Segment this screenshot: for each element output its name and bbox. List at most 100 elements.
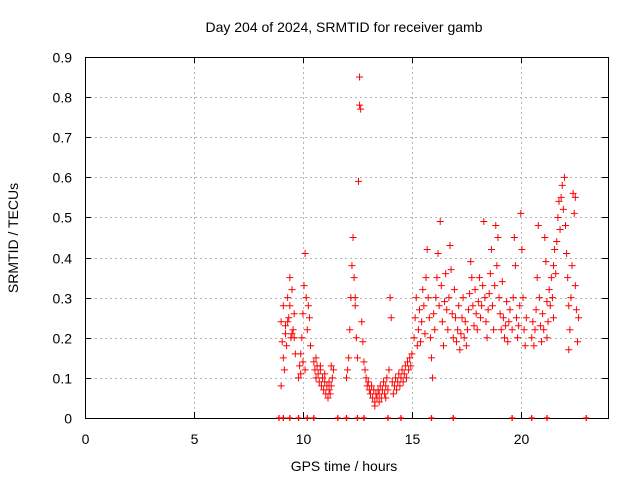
data-point — [499, 314, 507, 322]
data-point — [439, 342, 447, 350]
data-point — [492, 221, 500, 229]
data-point — [416, 306, 424, 314]
data-point — [528, 334, 536, 342]
data-point — [504, 338, 512, 346]
data-point — [515, 322, 523, 330]
data-point — [456, 346, 464, 354]
data-point — [286, 274, 294, 282]
data-point — [481, 294, 489, 302]
data-point — [477, 314, 485, 322]
data-point — [385, 366, 393, 374]
data-point — [325, 378, 333, 386]
data-point — [505, 318, 513, 326]
data-point — [414, 326, 422, 334]
y-tick-label: 0.7 — [53, 130, 73, 146]
data-point — [382, 394, 390, 402]
data-point — [564, 274, 572, 282]
data-point — [546, 302, 554, 310]
y-tick-label: 0 — [64, 411, 72, 427]
zero-marker — [583, 415, 590, 421]
y-tick-label: 0.9 — [53, 50, 73, 66]
data-point — [557, 193, 565, 201]
data-point — [429, 374, 437, 382]
data-point — [298, 334, 306, 342]
data-point — [328, 374, 336, 382]
data-point — [552, 270, 560, 278]
zero-marker — [304, 415, 311, 421]
data-point — [497, 326, 505, 334]
data-point — [325, 386, 333, 394]
data-point — [405, 366, 413, 374]
data-point — [297, 370, 305, 378]
data-point — [540, 326, 548, 334]
x-tick-label: 10 — [296, 431, 312, 447]
data-point — [436, 217, 444, 225]
data-point — [520, 326, 528, 334]
data-point — [536, 322, 544, 330]
data-point — [316, 362, 324, 370]
data-point — [479, 282, 487, 290]
grid — [85, 57, 608, 418]
data-point — [426, 334, 434, 342]
data-point — [541, 234, 549, 241]
data-point — [529, 318, 537, 326]
data-point — [396, 382, 404, 390]
data-point — [402, 374, 410, 382]
data-point — [418, 318, 426, 326]
data-point — [346, 326, 354, 334]
data-point — [510, 234, 518, 241]
data-point — [277, 382, 285, 390]
data-point — [327, 362, 335, 370]
data-point — [478, 302, 486, 310]
data-point — [288, 330, 296, 338]
data-point — [508, 326, 516, 334]
data-point — [484, 306, 492, 314]
data-point — [424, 294, 432, 302]
data-point — [521, 342, 529, 350]
y-tick-label: 0.1 — [53, 371, 73, 387]
data-point — [572, 306, 580, 314]
data-point — [354, 177, 362, 185]
data-point — [486, 270, 494, 278]
data-point — [493, 262, 501, 270]
data-point — [284, 318, 292, 326]
data-point — [288, 286, 296, 294]
data-point — [466, 290, 474, 298]
data-point — [281, 322, 289, 330]
data-point — [530, 342, 538, 350]
data-point — [498, 278, 506, 286]
zero-marker — [295, 415, 302, 421]
data-point — [534, 221, 542, 229]
data-point — [567, 294, 575, 302]
data-point — [518, 246, 526, 254]
x-axis-title: GPS time / hours — [291, 458, 398, 474]
data-point — [514, 334, 522, 342]
y-tick-label: 0.5 — [53, 210, 73, 226]
data-point — [389, 390, 397, 398]
data-point — [480, 217, 488, 225]
data-point — [352, 334, 360, 342]
zero-marker — [280, 415, 287, 421]
zero-marker — [450, 415, 457, 421]
data-point — [463, 326, 471, 334]
data-point — [522, 314, 530, 322]
data-point — [570, 209, 578, 217]
data-point — [278, 338, 286, 346]
data-point — [349, 234, 357, 241]
zero-markers — [275, 415, 590, 421]
data-point — [371, 402, 379, 410]
data-point — [384, 386, 392, 394]
data-point — [516, 302, 524, 310]
data-point — [299, 310, 307, 318]
data-point — [458, 314, 466, 322]
data-point — [425, 314, 433, 322]
data-point — [408, 350, 416, 358]
data-point — [496, 310, 504, 318]
data-point — [431, 326, 439, 334]
data-point — [380, 378, 388, 386]
data-point — [359, 338, 367, 346]
data-point — [573, 338, 581, 346]
data-point — [279, 302, 287, 310]
zero-marker — [310, 415, 317, 421]
